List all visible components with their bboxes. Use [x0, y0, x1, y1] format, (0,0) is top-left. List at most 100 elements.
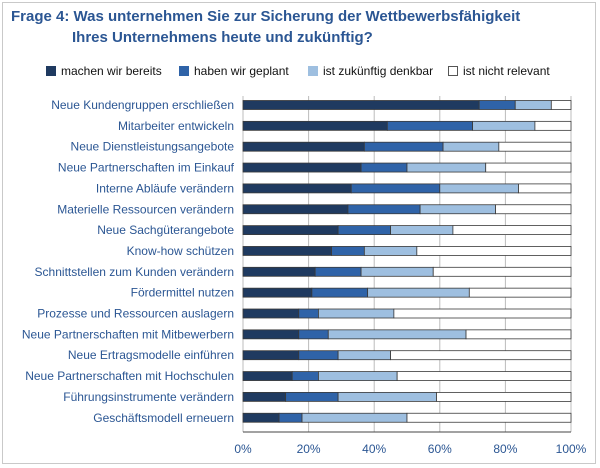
bar-segment — [468, 287, 572, 298]
bar-segment — [298, 308, 319, 319]
legend-item-denkbar: ist zukünftig denkbar — [308, 64, 433, 78]
bar-segment — [242, 225, 339, 236]
legend-label-bereits: machen wir bereits — [61, 64, 162, 78]
x-tick-label: 60% — [428, 442, 452, 456]
bar-segment — [416, 246, 572, 256]
bar-segment — [242, 412, 280, 423]
category-label: Neue Dienstleistungsangebote — [71, 140, 235, 154]
bar-segment — [406, 162, 487, 173]
category-label: Neue Partnerschaften mit Mitbewerbern — [22, 327, 234, 341]
bar-segment — [311, 287, 369, 298]
bar-segment — [498, 141, 572, 152]
legend-label-nicht-relevant: ist nicht relevant — [463, 64, 550, 78]
bar-segment — [278, 412, 303, 423]
bar-segment — [337, 350, 391, 361]
bar-segment — [242, 183, 352, 194]
bar-segment — [390, 350, 572, 361]
bar-segment — [337, 225, 391, 236]
bar-segment — [242, 120, 388, 131]
legend-item-geplant: haben wir geplant — [179, 64, 289, 78]
bar-segment — [436, 391, 572, 402]
bar-segment — [298, 329, 329, 340]
bar-segment — [242, 246, 332, 256]
bar-segment — [285, 391, 339, 402]
legend-label-geplant: haben wir geplant — [194, 64, 289, 78]
bar-segment — [318, 371, 398, 381]
bar-segment — [386, 120, 474, 131]
bar-segment — [390, 225, 454, 236]
bar-segment — [485, 162, 572, 173]
bar-segment — [432, 266, 572, 277]
bar-segment — [472, 120, 536, 131]
bar-segment — [327, 329, 467, 340]
x-tick-label: 40% — [362, 442, 386, 456]
category-label: Neue Kundengruppen erschließen — [51, 98, 234, 112]
chart-title-line-1: Frage 4: Was unternehmen Sie zur Sicheru… — [11, 8, 521, 25]
bar-segment — [363, 141, 444, 152]
category-label: Neue Partnerschaften mit Hochschulen — [25, 369, 234, 383]
legend-swatch-denkbar — [308, 66, 318, 76]
bar-segment — [478, 100, 516, 110]
bar-segment — [363, 246, 418, 256]
bar-segment — [360, 162, 408, 173]
category-label: Materielle Ressourcen verändern — [57, 202, 234, 216]
bar-segment — [518, 183, 572, 194]
bar-segment — [242, 308, 300, 319]
category-label: Mitarbeiter entwickeln — [118, 119, 234, 133]
bar-segment — [298, 350, 339, 361]
bar-segment — [367, 287, 470, 298]
bar-segment — [550, 100, 572, 110]
legend-swatch-bereits — [46, 66, 56, 76]
x-tick-label: 20% — [297, 442, 321, 456]
category-label: Fördermittel nutzen — [131, 286, 234, 300]
bar-segment — [301, 412, 408, 423]
category-label: Schnittstellen zum Kunden verändern — [35, 265, 234, 279]
bar-segment — [242, 350, 300, 361]
bar-segment — [347, 204, 421, 215]
bar-segment — [534, 120, 572, 131]
category-label: Know-how schützen — [127, 244, 234, 258]
legend-item-bereits: machen wir bereits — [46, 64, 162, 78]
bar-segment — [495, 204, 572, 215]
bar-segment — [242, 204, 349, 215]
bar-segment — [331, 246, 365, 256]
category-label: Prozesse und Ressourcen auslagern — [37, 307, 234, 321]
bar-segment — [242, 100, 480, 110]
bar-segment — [337, 391, 437, 402]
bar-segment — [242, 391, 287, 402]
x-tick-label: 100% — [556, 442, 587, 456]
legend-item-nicht-relevant: ist nicht relevant — [448, 64, 550, 78]
bar-segment — [514, 100, 552, 110]
bar-segment — [439, 183, 519, 194]
category-label: Geschäftsmodell erneuern — [93, 411, 234, 425]
bar-segment — [291, 371, 319, 381]
bar-segment — [318, 308, 395, 319]
bar-segment — [442, 141, 500, 152]
legend-swatch-geplant — [179, 66, 189, 76]
bar-segment — [242, 329, 300, 340]
bar-segment — [419, 204, 496, 215]
bar-segment — [350, 183, 441, 194]
category-label: Interne Abläufe verändern — [96, 181, 234, 195]
bar-segment — [465, 329, 572, 340]
bar-segment — [406, 412, 572, 423]
bar-segment — [242, 371, 293, 381]
category-label: Neue Partnerschaften im Einkauf — [58, 161, 235, 175]
bar-segment — [242, 287, 313, 298]
bar-segment — [242, 266, 316, 277]
category-label: Führungsinstrumente verändern — [63, 390, 234, 404]
chart-legend: machen wir bereits haben wir geplant ist… — [0, 64, 600, 82]
bar-segment — [393, 308, 572, 319]
bar-segment — [242, 162, 362, 173]
legend-label-denkbar: ist zukünftig denkbar — [323, 64, 434, 78]
category-label: Neue Sachgüterangebote — [97, 223, 234, 237]
bar-segment — [314, 266, 362, 277]
chart-title-line-2: Ihres Unternehmens heute und zukünftig? — [72, 29, 373, 46]
bar-segment — [242, 141, 365, 152]
category-label: Neue Ertragsmodelle einführen — [68, 348, 234, 362]
bar-segment — [360, 266, 434, 277]
bar-segment — [452, 225, 572, 236]
x-tick-label: 0% — [234, 442, 252, 456]
legend-swatch-nicht-relevant — [448, 66, 458, 76]
